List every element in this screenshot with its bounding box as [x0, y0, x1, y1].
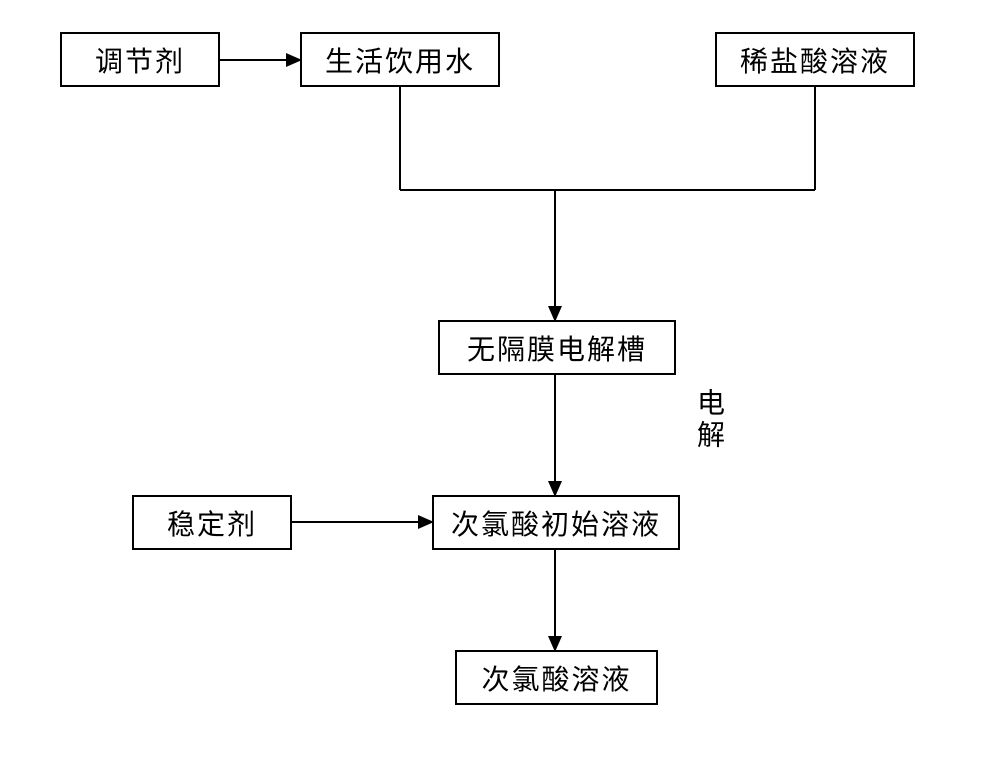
node-label: 生活饮用水 [325, 40, 475, 80]
edge-label-electrolysis: 电解 [688, 388, 728, 452]
node-dilute-hcl: 稀盐酸溶液 [715, 32, 915, 87]
flowchart-canvas: 调节剂 生活饮用水 稀盐酸溶液 无隔膜电解槽 稳定剂 次氯酸初始溶液 次氯酸溶液… [0, 0, 1000, 767]
node-label: 调节剂 [95, 40, 185, 80]
node-initial-solution: 次氯酸初始溶液 [432, 495, 680, 550]
node-label: 次氯酸溶液 [481, 658, 631, 698]
node-label: 稳定剂 [167, 503, 257, 543]
node-label: 次氯酸初始溶液 [451, 503, 661, 543]
node-regulator: 调节剂 [60, 32, 220, 87]
node-stabilizer: 稳定剂 [132, 495, 292, 550]
node-electrolyzer: 无隔膜电解槽 [438, 320, 676, 375]
node-label: 稀盐酸溶液 [740, 40, 890, 80]
node-drinking-water: 生活饮用水 [300, 32, 500, 87]
node-final-solution: 次氯酸溶液 [455, 650, 658, 705]
node-label: 无隔膜电解槽 [467, 328, 647, 368]
